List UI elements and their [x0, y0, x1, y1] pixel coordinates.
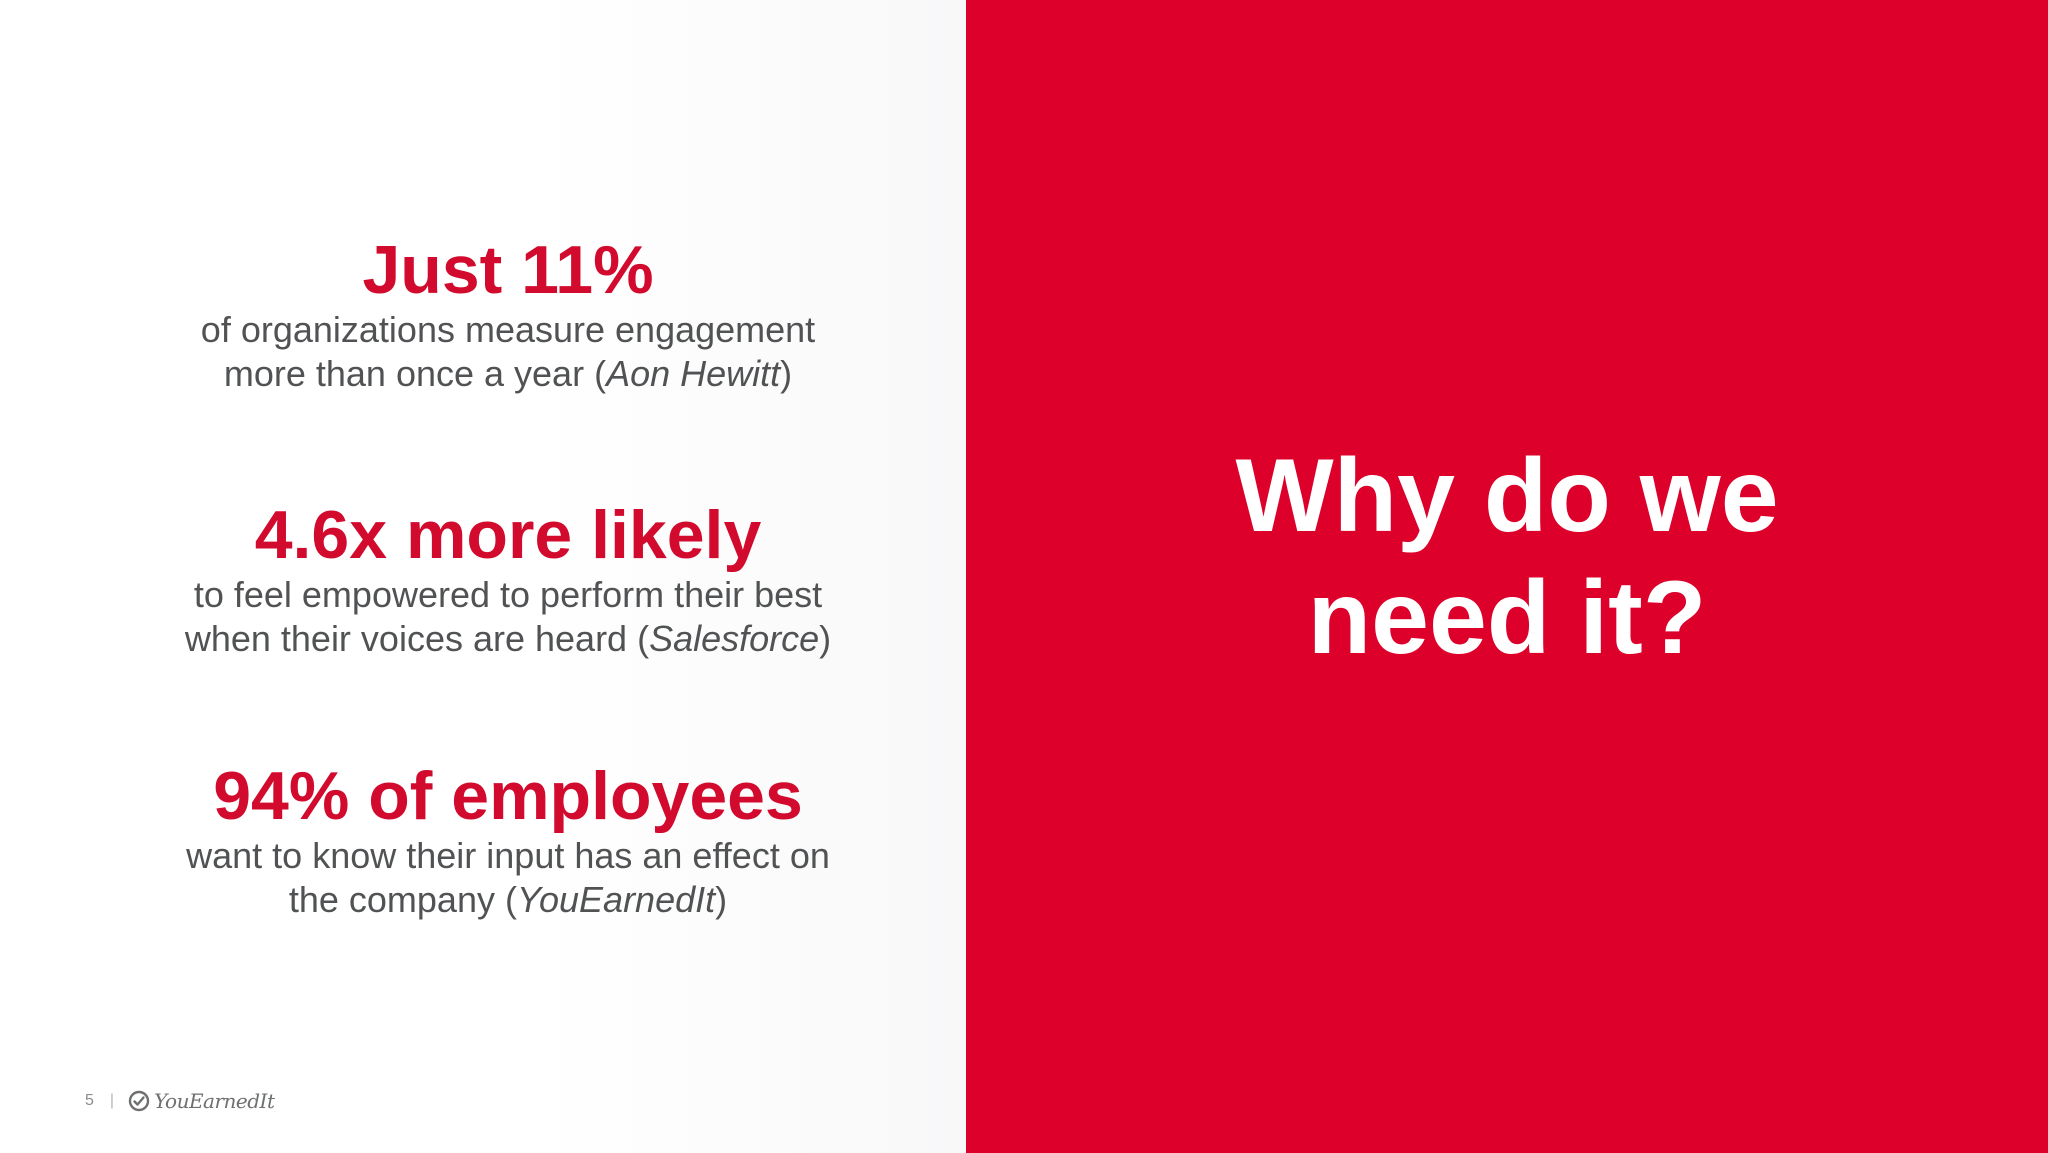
company-logo: YouEarnedIt [128, 1089, 275, 1113]
stat-description: of organizations measure engagement more… [0, 308, 1016, 396]
stat-headline: Just 11% [362, 232, 654, 308]
stat-source: YouEarnedIt [516, 879, 716, 920]
stat-description: want to know their input has an effect o… [0, 834, 1016, 922]
stat-source: Salesforce [649, 618, 820, 659]
stat-description-line: more than once a year (Aon Hewitt) [223, 353, 793, 394]
hero-title-line: need it? [1307, 560, 1707, 676]
stat-description: to feel empowered to perform their best … [0, 573, 1016, 661]
stat-block: Just 11% of organizations measure engage… [0, 232, 1016, 396]
stat-description-line: to feel empowered to perform their best [193, 574, 823, 615]
hero-panel [966, 0, 2048, 1153]
stat-headline: 4.6x more likely [254, 497, 762, 573]
hero-title: Why do we need it? [966, 435, 2048, 679]
stat-source: Aon Hewitt [606, 353, 781, 394]
stat-description-line: when their voices are heard (Salesforce) [184, 618, 832, 659]
logo-wordmark: YouEarnedIt [154, 1089, 275, 1113]
logo-badge-icon [128, 1090, 150, 1112]
page-number: 5 [85, 1092, 94, 1109]
stat-block: 4.6x more likely to feel empowered to pe… [0, 497, 1016, 661]
stats-panel [0, 0, 966, 1153]
stat-headline: 94% of employees [213, 758, 803, 834]
footer-separator: | [109, 1092, 115, 1109]
slide-footer: 5 | YouEarnedIt [85, 1086, 275, 1116]
stat-description-line: want to know their input has an effect o… [186, 835, 830, 876]
stat-description-line: of organizations measure engagement [200, 309, 816, 350]
stat-description-line: the company (YouEarnedIt) [288, 879, 728, 920]
hero-title-line: Why do we [1235, 438, 1779, 554]
stat-block: 94% of employees want to know their inpu… [0, 758, 1016, 922]
